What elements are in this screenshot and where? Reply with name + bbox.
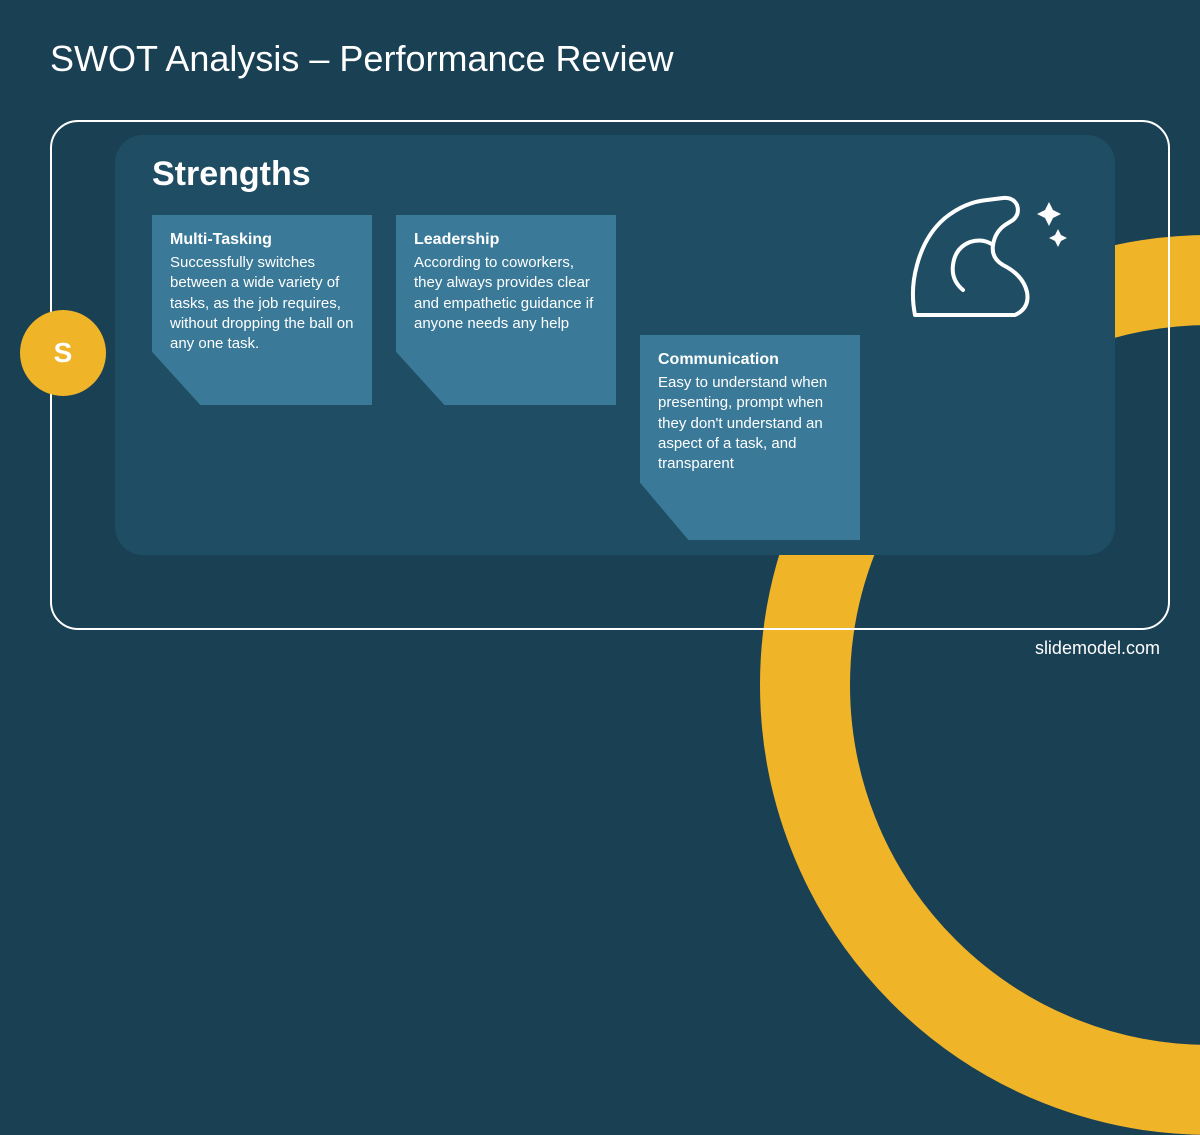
watermark-text: slidemodel.com [1035, 638, 1160, 659]
card-title: Communication [658, 351, 842, 369]
strength-card: Communication Easy to understand when pr… [640, 335, 860, 540]
flexed-arm-icon [895, 180, 1075, 330]
card-title: Leadership [414, 231, 598, 249]
card-body: Successfully switches between a wide var… [170, 253, 354, 354]
section-heading: Strengths [152, 155, 311, 194]
section-badge: S [20, 310, 106, 396]
card-body: Easy to understand when presenting, prom… [658, 373, 842, 474]
strength-card: Leadership According to coworkers, they … [396, 215, 616, 405]
badge-letter: S [54, 337, 73, 369]
strength-card: Multi-Tasking Successfully switches betw… [152, 215, 372, 405]
card-title: Multi-Tasking [170, 231, 354, 249]
page-title: SWOT Analysis – Performance Review [50, 38, 674, 80]
card-body: According to coworkers, they always prov… [414, 253, 598, 334]
